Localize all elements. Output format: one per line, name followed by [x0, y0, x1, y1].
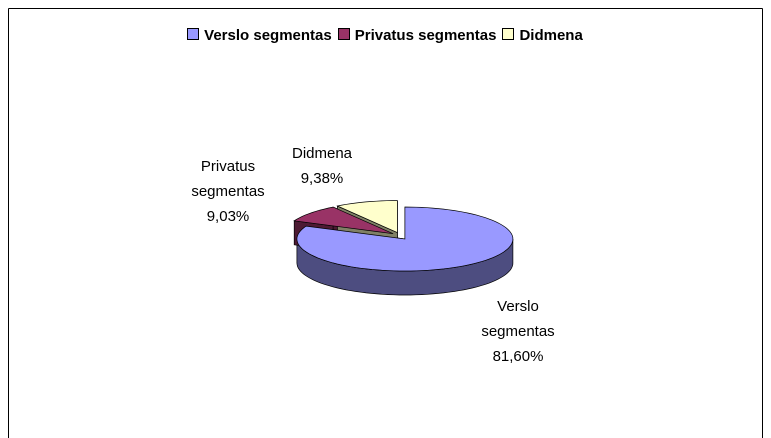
data-label-category: Verslo segmentas [481, 298, 555, 340]
legend-label: Privatus segmentas [354, 27, 497, 44]
legend-swatch [502, 28, 515, 40]
legend-swatch [337, 28, 350, 40]
data-label: Verslo segmentas 81,60% [470, 294, 566, 369]
legend-swatch [187, 28, 200, 40]
data-label: Privatus segmentas 9,03% [180, 154, 276, 229]
pie-slice [296, 206, 514, 272]
legend-item: Verslo segmentas [187, 27, 332, 44]
data-label-category: Privatus segmentas [191, 158, 265, 200]
pie-slice [293, 206, 394, 235]
legend-item: Privatus segmentas [337, 27, 497, 44]
legend-label: Verslo segmentas [204, 27, 332, 44]
pie-slice [336, 200, 398, 234]
legend: Verslo segmentas Privatus segmentas Didmen… [8, 27, 762, 44]
data-label: Didmena 9,38% [280, 141, 364, 191]
data-label-value: 9,03% [206, 208, 250, 225]
legend-label: Didmena [519, 27, 583, 44]
legend-item: Didmena [502, 27, 583, 44]
data-label-value: 81,60% [492, 348, 544, 365]
pie-tops [293, 200, 514, 272]
data-label-value: 9,38% [300, 170, 344, 187]
data-label-category: Didmena [291, 145, 353, 162]
